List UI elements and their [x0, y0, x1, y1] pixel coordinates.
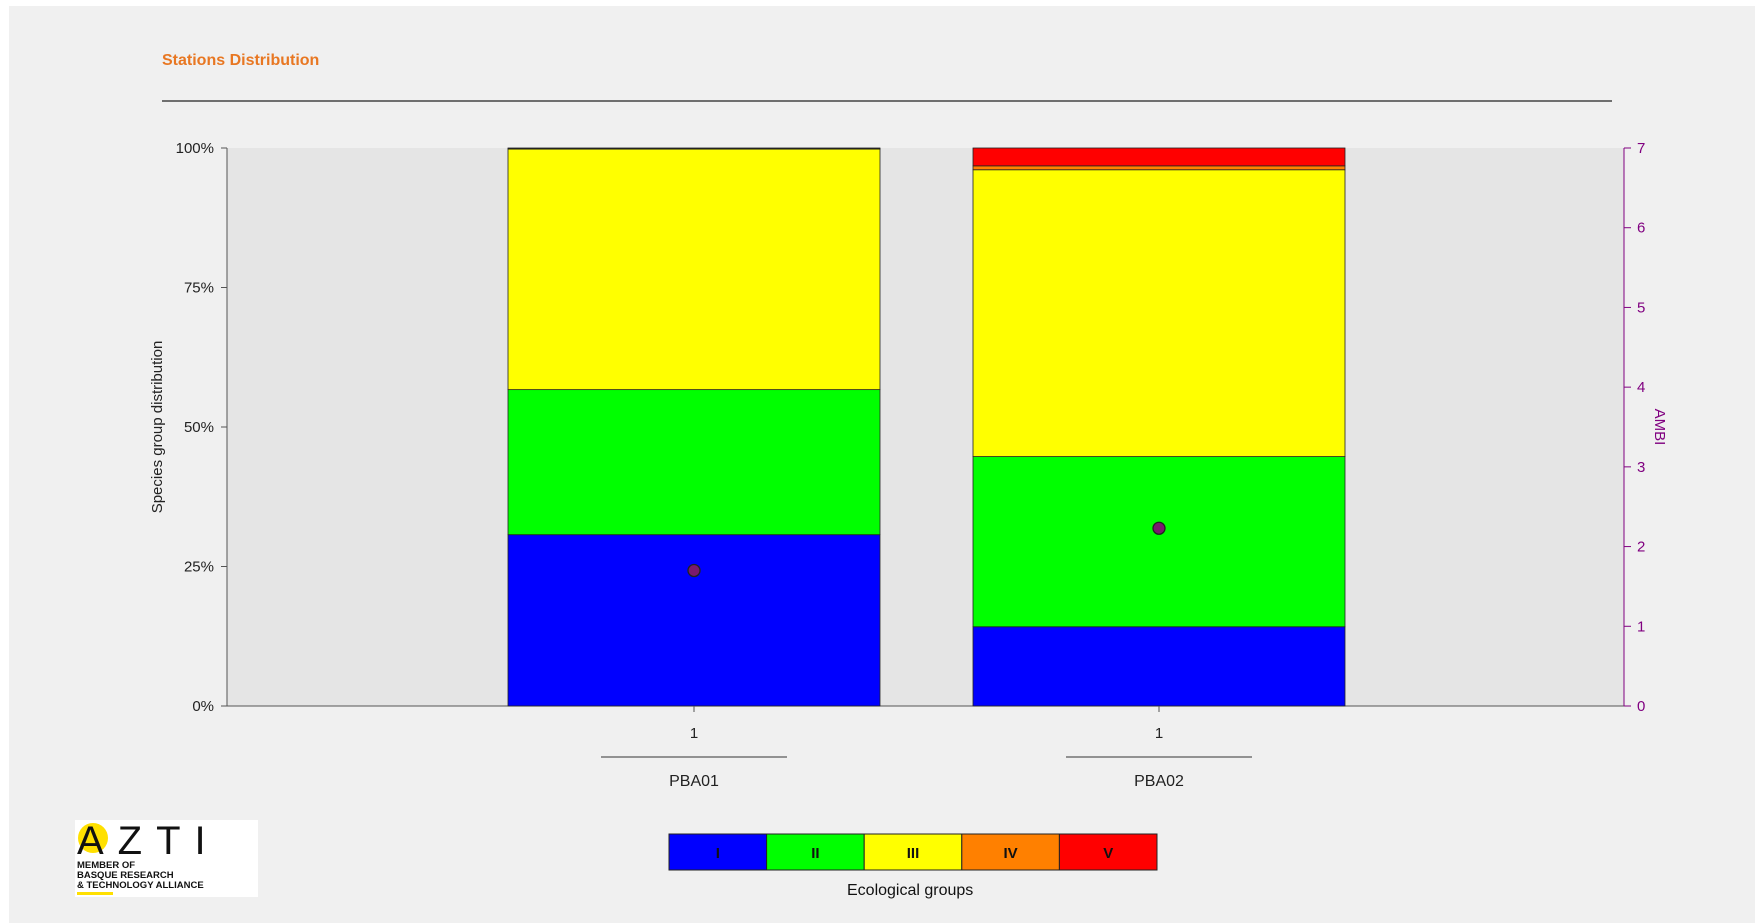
y-tick-label: 25% [184, 559, 214, 576]
y2-tick-label: 4 [1637, 379, 1645, 396]
chart-title: Stations Distribution [162, 52, 320, 69]
bar-segment-I [972, 626, 1346, 707]
y2-tick-label: 3 [1637, 459, 1645, 476]
y2-tick-label: 0 [1637, 698, 1645, 715]
legend-caption: Ecological groups [847, 882, 974, 899]
x-tick-label: 1 [1155, 725, 1163, 742]
y2-tick-label: 1 [1637, 618, 1645, 635]
bar-segment-IV [972, 165, 1346, 171]
bar-segment-I [507, 534, 881, 707]
bar-segment-III [972, 169, 1346, 457]
bar-segment-V [507, 147, 881, 149]
y2-tick-label: 7 [1637, 140, 1645, 157]
legend-swatch-I [668, 833, 768, 871]
legend-swatch-II [766, 833, 865, 871]
legend-swatch-V [1058, 833, 1158, 871]
legend-label: V [1103, 845, 1113, 862]
y2-tick-label: 6 [1637, 220, 1645, 237]
ambi-marker [687, 563, 701, 578]
y-axis-label: Species group distribution [149, 341, 166, 514]
y2-tick-label: 2 [1637, 539, 1645, 556]
plot-area [227, 148, 1624, 706]
bar-segment-II [972, 456, 1346, 628]
station-label: PBA02 [1134, 773, 1184, 790]
legend-label: IV [1004, 845, 1018, 862]
legend-label: II [811, 845, 819, 862]
legend-label: I [716, 845, 720, 862]
bar-segment-V [972, 147, 1346, 167]
y-tick-label: 75% [184, 280, 214, 297]
y-tick-label: 0% [192, 698, 214, 715]
logo-wordmark: AZTI [77, 820, 220, 863]
bar-segment-II [507, 389, 881, 536]
y-tick-label: 100% [176, 140, 214, 157]
y2-axis-label: AMBI [1651, 409, 1668, 446]
y2-tick-label: 5 [1637, 299, 1645, 316]
ambi-marker [1152, 521, 1166, 535]
logo-tagline: MEMBER OF BASQUE RESEARCH & TECHNOLOGY A… [77, 860, 204, 891]
station-label: PBA01 [669, 773, 719, 790]
legend-label: III [907, 845, 920, 862]
y-tick-label: 50% [184, 419, 214, 436]
x-tick-label: 1 [690, 725, 698, 742]
azti-logo: AZTI MEMBER OF BASQUE RESEARCH & TECHNOL… [75, 820, 258, 897]
bar-segment-III [507, 148, 881, 391]
azti-logo-mark: AZTI [77, 820, 220, 895]
legend-swatch-III [863, 833, 963, 871]
legend-swatch-IV [961, 833, 1060, 871]
